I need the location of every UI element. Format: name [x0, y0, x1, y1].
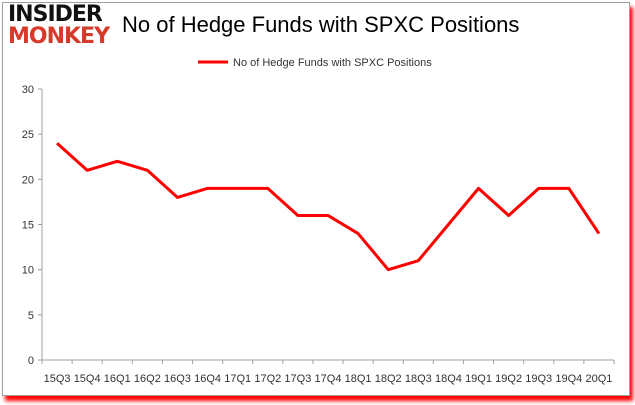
chart-title: No of Hedge Funds with SPXC Positions — [122, 12, 520, 37]
x-tick-label: 19Q1 — [465, 373, 492, 385]
y-tick-label: 10 — [22, 265, 34, 277]
x-tick-label: 17Q2 — [254, 373, 281, 385]
x-tick-label: 15Q4 — [74, 373, 101, 385]
y-tick-label: 15 — [22, 220, 34, 232]
y-tick-label: 5 — [28, 310, 34, 322]
x-tick-label: 19Q2 — [495, 373, 522, 385]
x-tick-label: 19Q3 — [525, 373, 552, 385]
legend-label: No of Hedge Funds with SPXC Positions — [233, 57, 432, 69]
y-tick-label: 0 — [28, 355, 34, 367]
x-tick-label: 16Q3 — [164, 373, 191, 385]
x-tick-label: 17Q1 — [224, 373, 251, 385]
x-tick-label: 17Q3 — [284, 373, 311, 385]
insider-monkey-logo: INSIDER MONKEY — [8, 2, 110, 49]
y-tick-label: 20 — [22, 174, 34, 186]
x-tick-label: 18Q2 — [375, 373, 402, 385]
x-tick-label: 18Q3 — [405, 373, 432, 385]
x-tick-label: 18Q1 — [345, 373, 372, 385]
series-line — [56, 142, 601, 272]
x-tick-label: 19Q4 — [555, 373, 582, 385]
y-tick-label: 25 — [22, 129, 34, 141]
x-tick-label: 16Q2 — [134, 373, 161, 385]
y-tick-label: 30 — [22, 84, 34, 96]
x-tick-label: 20Q1 — [585, 373, 612, 385]
x-tick-label: 18Q4 — [435, 373, 462, 385]
x-tick-label: 17Q4 — [315, 373, 342, 385]
x-tick-label: 16Q4 — [194, 373, 221, 385]
x-tick-label: 15Q3 — [44, 373, 71, 385]
x-tick-label: 16Q1 — [104, 373, 131, 385]
